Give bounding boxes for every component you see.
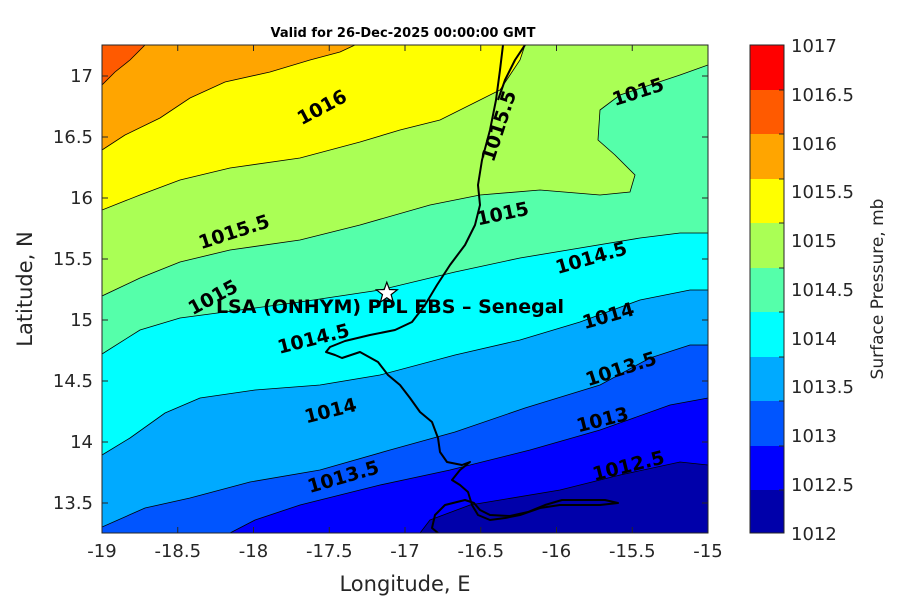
colorbar-tick-label: 1015.5: [791, 182, 854, 203]
colorbar-swatch: [750, 45, 784, 90]
y-tick-label: 16.5: [53, 127, 93, 148]
colorbar-swatch: [750, 401, 784, 446]
colorbar-tick-label: 1016: [791, 134, 837, 155]
colorbar-swatch: [750, 490, 784, 533]
colorbar-swatch: [750, 134, 784, 179]
colorbar-tick-label: 1016.5: [791, 85, 854, 106]
y-tick-label: 16: [70, 188, 93, 209]
colorbar: 1017 1016.5 1016 1015.5 1015 1014.5 1014…: [749, 36, 888, 545]
colorbar-frame: [749, 44, 785, 534]
y-tick-label: 14.5: [53, 371, 93, 392]
colorbar-swatch: [750, 223, 784, 268]
x-tick-label: -16: [542, 541, 571, 562]
x-tick-label: -15.5: [609, 541, 656, 562]
x-tick-label: -17.5: [306, 541, 353, 562]
colorbar-tick-label: 1014.5: [791, 280, 854, 301]
colorbar-swatch: [750, 179, 784, 223]
y-tick-label: 17: [70, 66, 93, 87]
colorbar-tick-label: 1017: [791, 36, 837, 57]
station-star-icon: [374, 280, 399, 304]
x-tick-label: -15: [693, 541, 722, 562]
colorbar-tick-label: 1015: [791, 231, 837, 252]
y-tick-label: 15: [70, 310, 93, 331]
colorbar-tick-label: 1012.5: [791, 475, 854, 496]
colorbar-tick-label: 1013.5: [791, 377, 854, 398]
x-tick-label: -16.5: [457, 541, 504, 562]
station-label: LSA (ONHYM) PPL EBS – Senegal: [216, 296, 564, 318]
y-axis: 17 16.5 16 15.5 15 14.5 14 13.5 Latitude…: [13, 66, 708, 514]
x-tick-label: -18.5: [154, 541, 201, 562]
colorbar-swatch: [750, 312, 784, 357]
x-tick-label: -18: [239, 541, 268, 562]
y-axis-label: Latitude, N: [13, 231, 37, 347]
x-axis-label: Longitude, E: [339, 572, 470, 596]
figure-title: Valid for 26-Dec-2025 00:00:00 GMT: [271, 26, 536, 41]
colorbar-swatch: [750, 90, 784, 134]
colorbar-tick-label: 1012: [791, 524, 837, 545]
colorbar-tick-label: 1014: [791, 329, 837, 350]
colorbar-swatch: [750, 446, 784, 490]
colorbar-tick-label: 1013: [791, 426, 837, 447]
y-tick-label: 15.5: [53, 249, 93, 270]
colorbar-swatch: [750, 268, 784, 312]
y-tick-label: 14: [70, 432, 93, 453]
y-tick-label: 13.5: [53, 493, 93, 514]
band-1016: [102, 45, 355, 150]
x-axis: -19 -18.5 -18 -17.5 -17 -16.5 -16 -15.5 …: [87, 45, 723, 596]
coastline: [325, 45, 619, 533]
colorbar-label: Surface Pressure, mb: [868, 199, 888, 380]
map-panel: [102, 45, 708, 533]
x-tick-label: -19: [87, 541, 116, 562]
x-tick-label: -17: [390, 541, 419, 562]
colorbar-swatch: [750, 357, 784, 401]
